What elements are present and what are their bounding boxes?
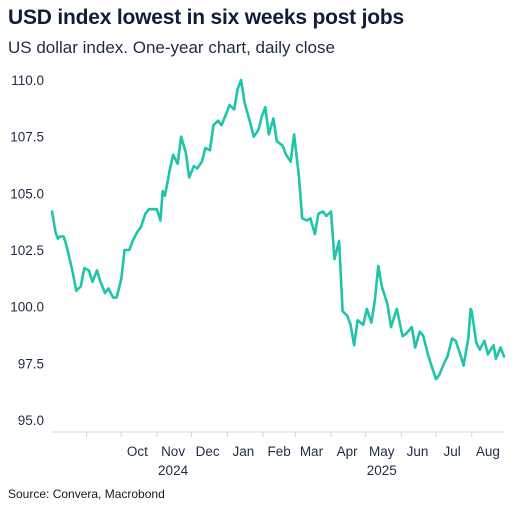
source-note: Source: Convera, Macrobond: [8, 487, 165, 501]
chart-title: USD index lowest in six weeks post jobs: [8, 6, 404, 29]
usd-index-line: [50, 78, 506, 381]
y-tick-label: 97.5: [18, 356, 44, 371]
y-tick-label: 100.0: [10, 300, 44, 315]
y-tick-label: 107.5: [10, 130, 44, 145]
chart-subtitle: US dollar index. One-year chart, daily c…: [8, 38, 335, 57]
x-tick-label: Mar: [300, 444, 324, 459]
y-axis: 95.0 97.5 100.0 102.5 105.0 107.5 110.0: [10, 73, 44, 428]
x-tick-label: Oct: [127, 444, 148, 459]
x-tick-label: May: [369, 444, 395, 459]
x-tick-label: Dec: [196, 444, 220, 459]
x-tick-label: Feb: [268, 444, 291, 459]
plot-area: [50, 78, 506, 381]
y-tick-label: 105.0: [10, 186, 44, 201]
y-tick-label: 102.5: [10, 243, 44, 258]
x-tick-label: Apr: [337, 444, 359, 459]
x-year-label: 2024: [158, 463, 189, 478]
y-tick-label: 95.0: [18, 413, 44, 428]
x-tick-label: Aug: [476, 444, 500, 459]
y-tick-label: 110.0: [11, 73, 44, 88]
x-axis: Oct Nov Dec Jan Feb Mar Apr May Jun Jul Aug 2024 202…: [52, 431, 504, 478]
x-year-label: 2025: [367, 463, 397, 478]
x-tick-label: Jul: [443, 444, 460, 459]
x-tick-label: Jan: [233, 444, 255, 459]
x-tick-label: Nov: [161, 444, 185, 459]
x-tick-label: Jun: [407, 444, 429, 459]
